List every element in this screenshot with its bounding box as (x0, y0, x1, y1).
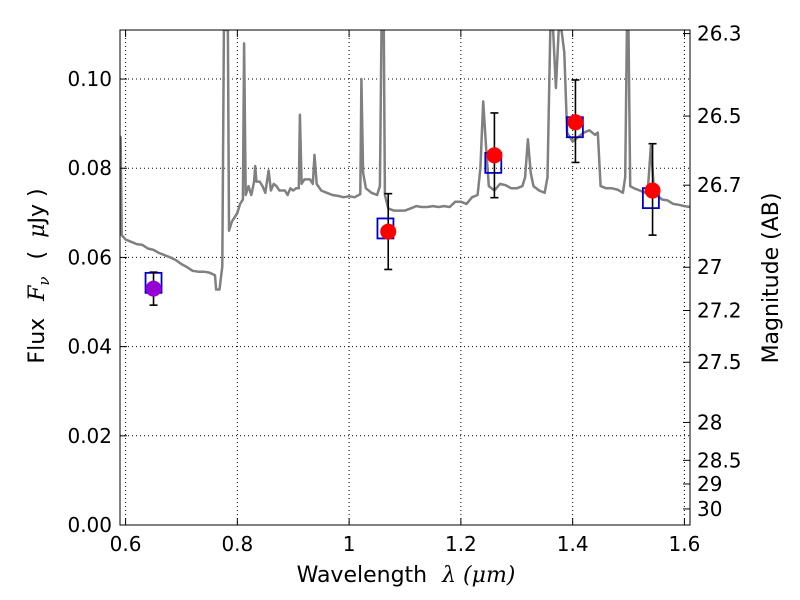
x-axis-label-text: Wavelength (297, 563, 428, 588)
y2-tick-label: 26.5 (697, 104, 742, 128)
observed-flux-point (644, 182, 661, 199)
y2-tick-label: 26.7 (697, 173, 742, 197)
y2-tick-label: 28.5 (697, 448, 742, 472)
y2-axis-label: Magnitude (AB) (759, 193, 784, 364)
y-tick-label: 0.08 (67, 156, 112, 180)
y2-tick-label: 27.5 (697, 350, 742, 374)
x-tick-label: 1.2 (445, 532, 477, 556)
y2-tick-label: 29 (697, 472, 722, 496)
observed-flux-point (486, 147, 503, 164)
spectrum-layer (120, 30, 690, 291)
observed-flux-point (380, 223, 397, 240)
x-axis-label-math: λ (μm) (441, 563, 515, 588)
y2-tick-label: 26.3 (697, 22, 742, 46)
x-tick-label: 1.4 (557, 532, 589, 556)
x-tick-labels: 0.6 0.8 1 1.2 1.4 1.6 (110, 532, 701, 556)
y2-tick-label: 27.2 (697, 299, 742, 323)
x-tick-label: 0.6 (110, 532, 142, 556)
y-axis-label-symbol: F (25, 285, 50, 302)
y-tick-label: 0.06 (67, 245, 112, 269)
axis-ticks (120, 30, 690, 526)
y-tick-label: 0.04 (67, 335, 112, 359)
y-tick-label: 0.00 (67, 513, 112, 537)
model-spectrum-line (120, 30, 690, 291)
y2-tick-label: 28 (697, 410, 722, 434)
y-axis-label-paren: ( (25, 251, 50, 260)
y2-tick-label: 30 (697, 497, 722, 521)
y-axis-label-unit-mu: μ (25, 224, 50, 238)
x-tick-label: 1 (343, 532, 356, 556)
observed-flux-point (567, 114, 584, 131)
grid-lines (120, 30, 690, 525)
y-tick-label: 0.02 (67, 424, 112, 448)
y2-tick-label: 27 (697, 255, 722, 279)
observed-points-layer (145, 79, 661, 306)
y-axis-label-unit: Jy ) (25, 188, 50, 225)
y-axis-label: Flux Fν ( μJy ) (25, 188, 55, 363)
x-tick-label: 0.8 (221, 532, 253, 556)
y-axis-label-subscript: ν (35, 276, 53, 285)
x-axis-label: Wavelength λ (μm) (297, 563, 516, 588)
y-tick-labels: 0.00 0.02 0.04 0.06 0.08 0.10 (67, 67, 112, 537)
plot-frame (119, 29, 691, 526)
y-axis-label-text: Flux (25, 318, 50, 364)
observed-flux-point (145, 280, 162, 297)
x-tick-label: 1.6 (669, 532, 701, 556)
y-tick-label: 0.10 (67, 67, 112, 91)
